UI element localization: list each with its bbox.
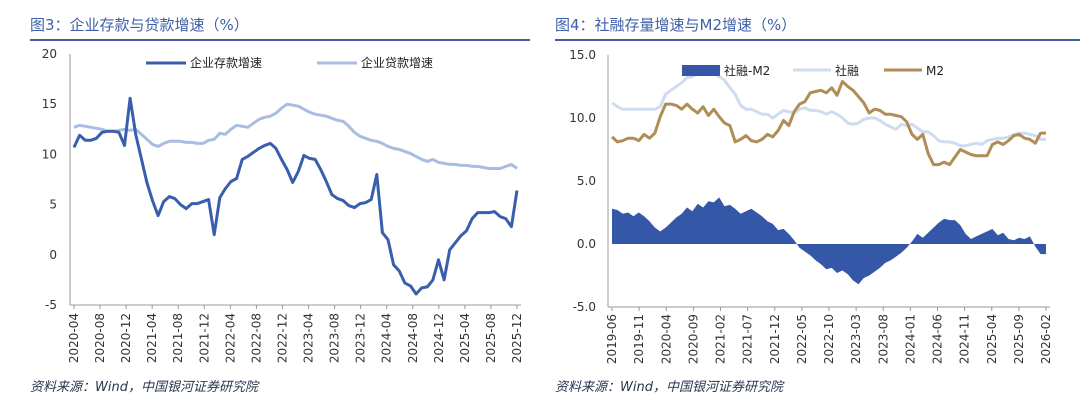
series-area-tsf-minus-m2 — [612, 197, 1046, 285]
x-tick-label: 2019-06 — [605, 314, 619, 364]
figure-3-title: 图3：企业存款与贷款增速（%） — [30, 16, 249, 34]
y-tick-label: 5 — [49, 198, 57, 212]
legend-label-tsf-minus-m2: 社融-M2 — [724, 63, 770, 78]
y-tick-label: 15.0 — [569, 48, 596, 62]
x-tick-label: 2024-06 — [931, 314, 945, 364]
x-tick-label: 2023-03 — [849, 314, 863, 364]
x-tick-label: 2023-08 — [328, 313, 342, 363]
y-tick-label: 0 — [49, 248, 57, 262]
x-tick-label: 2025-12 — [510, 313, 524, 363]
x-tick-label: 2024-04 — [380, 313, 394, 363]
legend-swatch-tsf-minus-m2 — [682, 65, 720, 76]
x-tick-label: 2022-04 — [223, 313, 237, 363]
x-tick-label: 2021-12 — [768, 314, 782, 364]
x-tick-label: 2022-05 — [795, 314, 809, 364]
figure-3-panel: 图3：企业存款与贷款增速（%） 20 15 10 5 0 -5 2020-04 2020-08… — [0, 0, 536, 406]
legend-label-deposit: 企业存款增速 — [190, 55, 262, 70]
series-line-m2 — [610, 80, 1046, 167]
x-tick-label: 2021-12 — [197, 313, 211, 363]
y-tick-label: -5 — [45, 298, 57, 312]
x-tick-label: 2019-11 — [632, 314, 646, 364]
x-tick-label: 2021-08 — [171, 313, 185, 363]
x-tick-label: 2025-04 — [985, 314, 999, 364]
y-tick-label: 10 — [42, 147, 57, 161]
figure-4-panel: 图4：社融存量增速与M2增速（%） 15.0 10.0 5.0 0.0 -5.0 2019… — [546, 0, 1080, 406]
x-tick-label: 2023-08 — [876, 314, 890, 364]
y-tick-label: 20 — [42, 47, 57, 61]
x-tick-label: 2020-04 — [67, 313, 81, 363]
series-line-deposit — [72, 96, 519, 296]
x-tick-label: 2022-10 — [822, 314, 836, 364]
figure-3-title-rule — [30, 39, 530, 41]
x-tick-label: 2024-11 — [958, 314, 972, 364]
x-tick-label: 2020-09 — [686, 314, 700, 364]
x-tick-label: 2025-08 — [484, 313, 498, 363]
x-tick-label: 2025-04 — [458, 313, 472, 363]
x-tick-label: 2021-07 — [741, 314, 755, 364]
figure-3-source: 资料来源：Wind，中国银河证券研究院 — [30, 380, 258, 395]
figure-4-source: 资料来源：Wind，中国银河证券研究院 — [555, 380, 783, 395]
x-tick-label: 2021-02 — [714, 314, 728, 364]
legend-label-loan: 企业贷款增速 — [361, 55, 433, 70]
x-tick-label: 2023-04 — [302, 313, 316, 363]
x-tick-label: 2024-01 — [903, 314, 917, 364]
x-tick-label: 2024-08 — [406, 313, 420, 363]
y-tick-label: 5.0 — [577, 174, 596, 188]
y-tick-label: 15 — [42, 97, 57, 111]
y-tick-label: 0.0 — [577, 237, 596, 251]
x-tick-label: 2021-04 — [145, 313, 159, 363]
legend-label-tsf: 社融 — [835, 63, 859, 78]
x-tick-label: 2022-12 — [275, 313, 289, 363]
x-tick-label: 2020-08 — [93, 313, 107, 363]
series-line-tsf — [611, 69, 1046, 148]
x-tick-label: 2024-12 — [432, 313, 446, 363]
y-tick-label: 10.0 — [569, 111, 596, 125]
legend-label-m2: M2 — [926, 64, 944, 78]
figure-3-chart: 20 15 10 5 0 -5 2020-04 2020-08 2020-12 2021-04 20… — [42, 47, 524, 363]
y-tick-label: -5.0 — [573, 300, 596, 314]
figure-4-chart: 15.0 10.0 5.0 0.0 -5.0 2019-06 2019-11 2020-04 2… — [569, 48, 1053, 364]
x-tick-label: 2020-04 — [659, 314, 673, 364]
x-tick-label: 2022-08 — [249, 313, 263, 363]
figure-4-title-rule — [555, 39, 1080, 41]
x-tick-label: 2023-12 — [354, 313, 368, 363]
x-tick-label: 2020-12 — [119, 313, 133, 363]
x-tick-label: 2025-09 — [1012, 314, 1026, 364]
series-line-loan — [73, 102, 518, 170]
x-tick-label: 2026-02 — [1039, 314, 1053, 364]
figure-4-title: 图4：社融存量增速与M2增速（%） — [555, 16, 797, 34]
